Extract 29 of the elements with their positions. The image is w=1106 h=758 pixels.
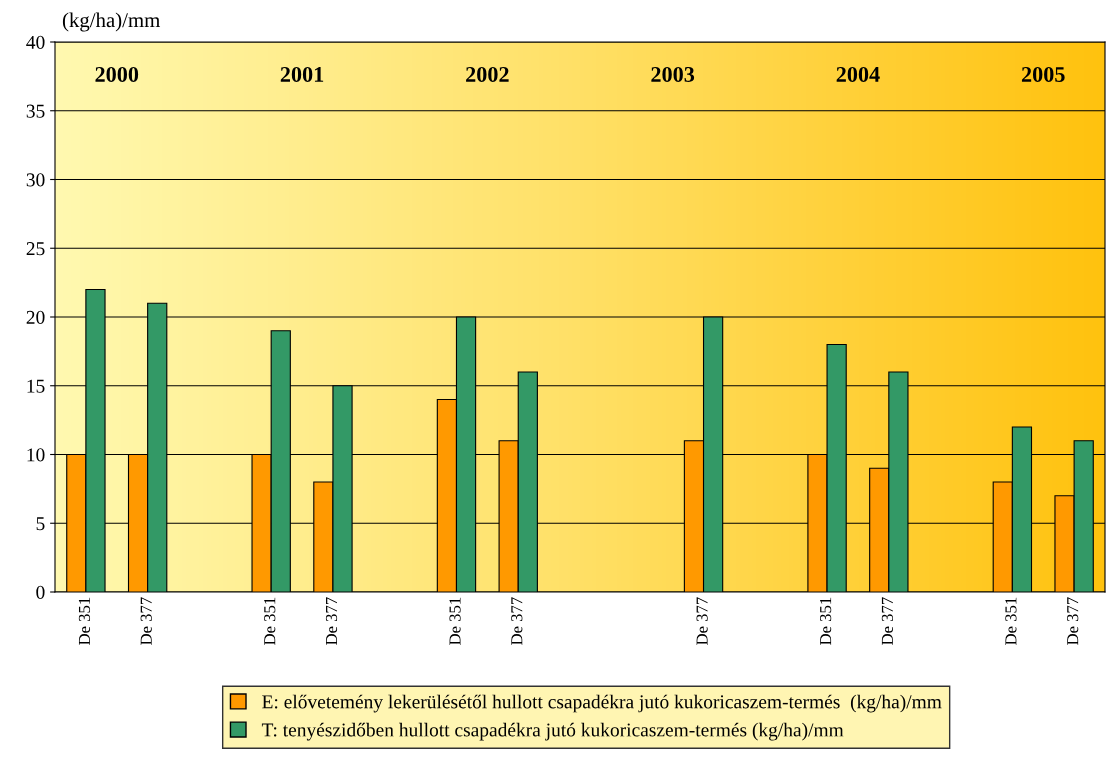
x-tick-label: De 377: [325, 597, 338, 645]
x-tick-label: De 351: [449, 597, 461, 645]
x-tick-label: De 351: [820, 597, 832, 645]
annotation: 2004: [836, 66, 880, 82]
y-tick-label: 5: [36, 517, 45, 531]
legend-label: E: elővetemény lekerülésétől hullott csapadékra jutó kukoricaszem-termés (kg/ha)/mm: [262, 694, 942, 713]
x-tick-label: De 351: [78, 597, 91, 645]
y-tick-label: 30: [26, 173, 45, 187]
x-tick-label: De 351: [264, 597, 276, 645]
x-tick-label: De 377: [881, 597, 893, 645]
annotation: 2000: [95, 66, 139, 82]
x-tick-label: De 377: [696, 597, 708, 645]
x-tick-label: De 377: [1067, 597, 1079, 645]
y-axis-title: (kg/ha)/mm: [62, 12, 161, 32]
x-tick-label: De 377: [140, 597, 152, 645]
annotation: 2001: [280, 66, 324, 82]
y-tick-label: 15: [27, 379, 45, 393]
legend-label: T: tenyészidőben hullott csapadékra jutó kukoricaszem-termés (kg/ha)/mm: [261, 722, 844, 741]
y-tick-label: 20: [26, 310, 45, 324]
y-tick-label: 10: [27, 448, 45, 462]
annotation: 2002: [466, 66, 509, 82]
x-tick-label: De 351: [1005, 597, 1017, 645]
annotation: 2005: [1021, 66, 1065, 82]
annotation: 2003: [651, 66, 695, 82]
x-tick-label: De 377: [511, 597, 523, 645]
y-tick-label: 35: [26, 104, 45, 118]
y-tick-label: 0: [36, 585, 45, 599]
y-tick-label: 25: [26, 242, 45, 256]
y-tick-label: 40: [26, 35, 45, 49]
